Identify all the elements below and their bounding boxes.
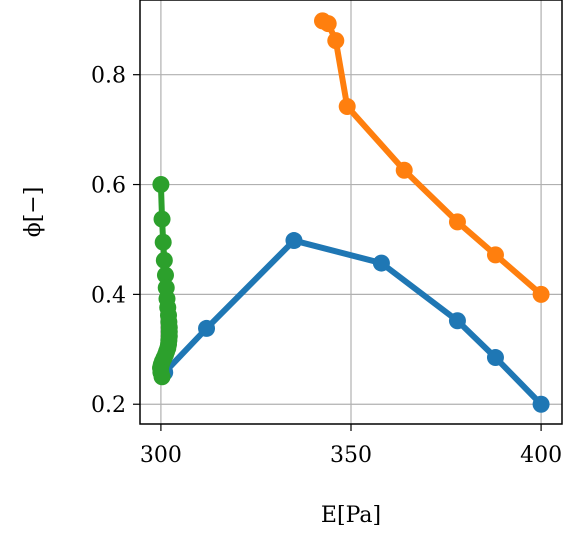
x-tick-label: 350 — [330, 443, 372, 468]
grid-lines — [140, 0, 562, 424]
data-point — [153, 368, 171, 386]
series-2 — [152, 176, 178, 386]
data-point — [372, 254, 390, 272]
y-axis-label: ϕ[−] — [21, 187, 46, 238]
data-point — [154, 233, 172, 251]
data-point — [156, 266, 174, 284]
data-point — [395, 161, 413, 179]
data-point — [448, 213, 466, 231]
data-point — [486, 349, 504, 367]
data-point — [155, 251, 173, 269]
data-point — [327, 32, 345, 50]
series-line — [161, 237, 545, 408]
y-tick-label: 0.4 — [91, 283, 126, 308]
x-tick-label: 400 — [520, 443, 562, 468]
data-point — [486, 246, 504, 264]
data-point — [285, 232, 303, 250]
x-axis-label: E[Pa] — [321, 503, 381, 528]
data-point — [153, 210, 171, 228]
data-point — [532, 285, 550, 303]
series-0 — [156, 232, 550, 413]
data-point — [448, 312, 466, 330]
tick-marks — [133, 74, 542, 431]
y-tick-label: 0.2 — [91, 393, 126, 418]
tick-labels: 300 350 400 0.2 0.4 0.6 0.8 — [91, 64, 562, 468]
y-tick-label: 0.6 — [91, 174, 126, 199]
data-point — [313, 12, 331, 30]
x-tick-label: 300 — [140, 443, 182, 468]
data-point — [152, 176, 170, 194]
y-tick-label: 0.8 — [91, 64, 126, 89]
series-1 — [313, 12, 550, 303]
data-point — [532, 395, 550, 413]
series-group — [152, 12, 550, 413]
data-point — [198, 319, 216, 337]
data-point — [338, 98, 356, 116]
